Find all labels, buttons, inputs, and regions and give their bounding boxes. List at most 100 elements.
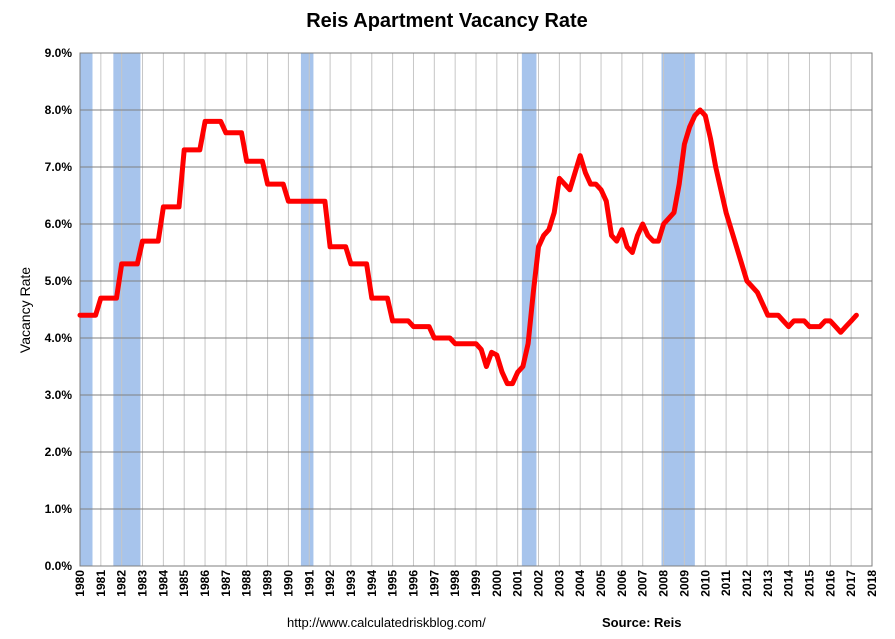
data-point xyxy=(736,246,737,248)
data-point xyxy=(350,263,352,265)
data-point xyxy=(95,314,97,316)
x-tick-label: 2002 xyxy=(532,570,546,597)
data-point xyxy=(741,263,743,265)
x-tick-label: 1983 xyxy=(136,570,150,597)
x-tick-label: 1991 xyxy=(302,570,316,597)
y-tick-label: 2.0% xyxy=(45,445,73,459)
data-point xyxy=(527,343,529,345)
data-point xyxy=(220,120,222,122)
gridlines xyxy=(79,52,873,567)
y-tick-label: 7.0% xyxy=(45,160,73,174)
x-tick-label: 1981 xyxy=(94,570,108,597)
data-point xyxy=(506,383,508,385)
data-point xyxy=(767,314,769,316)
x-tick-label: 1986 xyxy=(198,570,212,597)
data-point xyxy=(204,120,206,122)
data-point xyxy=(663,223,665,225)
x-tick-label: 2003 xyxy=(552,570,566,597)
data-point xyxy=(668,217,670,219)
x-tick-label: 2006 xyxy=(615,570,629,597)
data-point xyxy=(157,240,159,242)
data-point xyxy=(267,183,269,185)
data-point xyxy=(657,240,659,242)
data-point xyxy=(303,200,305,202)
x-tick-labels: 1980 1981 1982 1983 1984 1985 1986 1987 1988 1989… xyxy=(73,570,879,597)
x-tick-label: 1985 xyxy=(177,570,191,597)
x-tick-label: 2000 xyxy=(490,570,504,597)
data-point xyxy=(730,229,732,231)
footer-source: Source: Reis xyxy=(602,615,681,630)
data-point xyxy=(699,109,701,111)
data-point xyxy=(449,337,451,339)
x-tick-label: 2010 xyxy=(698,570,712,597)
data-point xyxy=(532,291,534,293)
data-point xyxy=(345,246,347,248)
x-tick-label: 2008 xyxy=(657,570,671,597)
data-point xyxy=(678,183,680,185)
data-point xyxy=(835,326,836,328)
x-tick-label: 1995 xyxy=(386,570,400,597)
data-point xyxy=(584,172,586,174)
series-line-1 xyxy=(77,107,859,387)
data-point xyxy=(121,263,123,265)
data-point xyxy=(605,200,607,202)
data-point xyxy=(433,337,435,339)
data-point xyxy=(553,212,555,214)
x-tick-label: 1998 xyxy=(448,570,462,597)
data-point xyxy=(720,189,722,191)
data-point xyxy=(777,314,779,316)
data-point xyxy=(803,320,805,322)
data-point xyxy=(746,280,748,282)
data-point xyxy=(371,297,373,299)
x-tick-label: 1994 xyxy=(365,570,379,597)
x-tick-label: 1982 xyxy=(115,570,129,597)
data-point xyxy=(793,320,795,322)
data-point xyxy=(829,320,831,322)
data-point xyxy=(751,286,753,288)
data-point xyxy=(694,115,696,117)
y-tick-label: 8.0% xyxy=(45,103,73,117)
plot-area-frame xyxy=(79,52,873,567)
data-point xyxy=(574,172,576,174)
y-tick-label: 6.0% xyxy=(45,217,73,231)
data-point xyxy=(845,326,847,328)
data-point xyxy=(782,320,784,322)
data-point xyxy=(454,343,456,345)
data-point xyxy=(579,155,581,157)
data-point xyxy=(538,246,539,248)
x-tick-label: 1984 xyxy=(156,570,170,597)
data-point xyxy=(282,183,284,185)
data-point xyxy=(522,366,524,367)
x-tick-label: 1997 xyxy=(427,570,441,597)
data-point xyxy=(261,160,263,162)
data-point xyxy=(642,223,644,225)
data-point xyxy=(413,326,414,328)
x-tick-label: 1989 xyxy=(261,570,275,597)
x-tick-label: 2011 xyxy=(719,570,733,596)
data-point xyxy=(558,177,560,179)
y-axis-label: Vacancy Rate xyxy=(17,267,33,353)
data-point xyxy=(485,366,487,367)
data-point xyxy=(136,263,138,265)
x-tick-label: 2016 xyxy=(823,570,837,597)
data-point xyxy=(496,354,498,356)
data-point xyxy=(543,234,545,236)
y-tick-label: 9.0% xyxy=(45,46,73,60)
data-point xyxy=(772,314,774,316)
data-point xyxy=(428,326,430,328)
data-point xyxy=(548,229,550,231)
x-tick-label: 1980 xyxy=(73,570,87,597)
y-tick-label: 3.0% xyxy=(45,388,73,402)
x-tick-label: 1992 xyxy=(323,570,337,597)
x-tick-label: 2009 xyxy=(677,570,691,597)
data-point xyxy=(824,320,826,322)
x-tick-label: 2005 xyxy=(594,570,608,597)
data-point xyxy=(162,206,164,208)
y-tick-label: 0.0% xyxy=(45,559,73,573)
data-point xyxy=(673,212,675,214)
y-tick-label: 4.0% xyxy=(45,331,73,345)
y-tick-labels: 0.0% 1.0% 2.0% 3.0% 4.0% 5.0% 6.0% 7.0% 8.0% 9.0% xyxy=(45,46,73,573)
x-tick-label: 1999 xyxy=(469,570,483,597)
data-point xyxy=(470,343,472,345)
